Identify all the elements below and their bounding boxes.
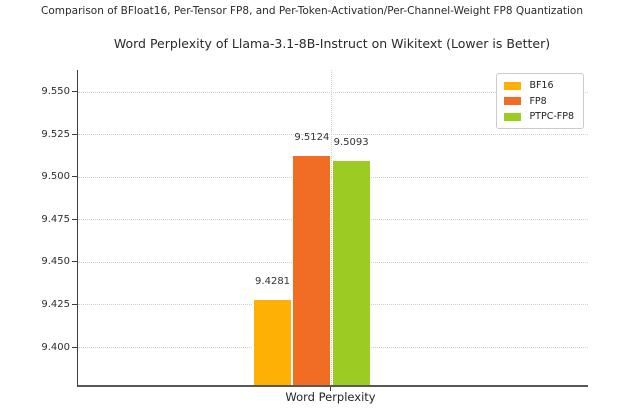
legend-swatch-bf16 — [504, 81, 522, 90]
y-tick-mark — [72, 218, 77, 220]
y-tick-label: 9.400 — [41, 341, 70, 353]
legend-label: BF16 — [529, 80, 554, 91]
y-tick-label: 9.425 — [41, 298, 70, 310]
y-tick-label: 9.475 — [41, 213, 70, 225]
h-gridline — [78, 91, 588, 93]
legend-item-bf16: BF16 — [504, 80, 574, 91]
y-tick-label: 9.550 — [41, 86, 70, 98]
y-tick-label: 9.525 — [41, 128, 70, 140]
y-tick-mark — [72, 346, 77, 348]
legend-label: FP8 — [529, 95, 547, 107]
y-tick-label: 9.500 — [41, 171, 70, 183]
y-tick-mark — [72, 91, 77, 93]
y-tick-mark — [72, 303, 77, 305]
legend: BF16 FP8 PTPC-FP8 — [496, 73, 584, 129]
x-tick-mark — [330, 387, 331, 391]
bar-bf16 — [252, 299, 293, 385]
y-tick-mark — [72, 133, 77, 135]
legend-item-fp8: FP8 — [504, 96, 574, 107]
legend-label: PTPC-FP8 — [529, 111, 574, 122]
y-tick-mark — [72, 176, 77, 178]
bar-value-label: 9.4281 — [255, 275, 291, 287]
y-tick-mark — [72, 261, 77, 263]
bar-value-label: 9.5124 — [294, 132, 330, 144]
legend-swatch-fp8 — [504, 97, 522, 105]
bar-fp8 — [292, 156, 332, 385]
x-tick-label: Word Perplexity — [285, 390, 376, 404]
legend-swatch-ptpc-fp8 — [504, 112, 522, 121]
bar-value-label: 9.5093 — [333, 137, 369, 149]
chart-title: Word Perplexity of Llama-3.1-8B-Instruct… — [113, 36, 551, 51]
legend-item-ptpc-fp8: PTPC-FP8 — [504, 111, 574, 122]
h-gridline — [78, 134, 588, 136]
y-tick-label: 9.450 — [41, 256, 70, 268]
figure-suptitle: Comparison of BFloat16, Per-Tensor FP8, … — [41, 5, 583, 17]
bar-ptpc-fp8 — [331, 161, 371, 385]
plot-area: 9.4281 9.5124 9.5093 BF16 FP8 PTPC-FP8 — [77, 70, 588, 387]
